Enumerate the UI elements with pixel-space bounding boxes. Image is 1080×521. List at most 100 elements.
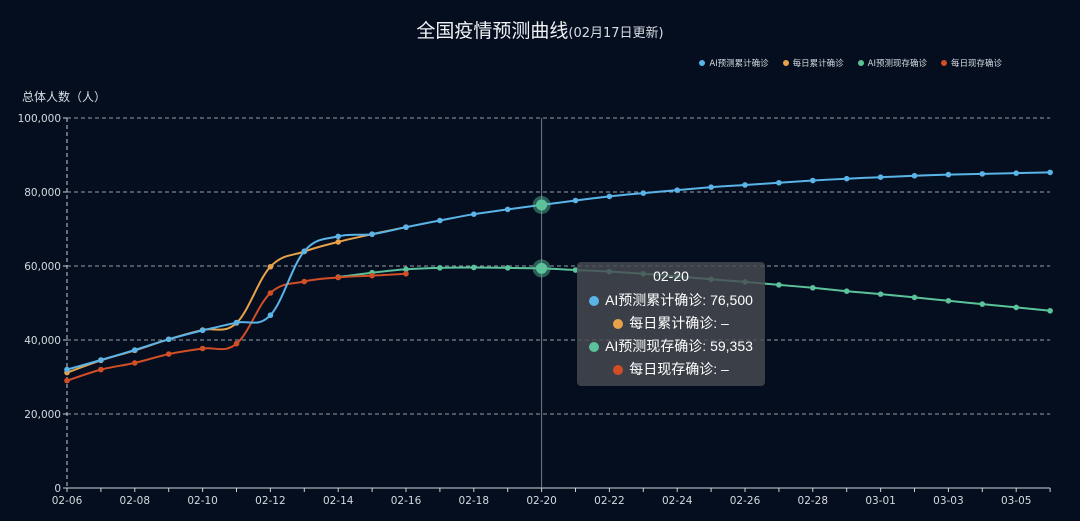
data-point-0 — [572, 197, 579, 204]
data-point-3 — [267, 290, 274, 296]
x-tick-label: 02-06 — [52, 495, 83, 507]
data-point-0 — [810, 177, 816, 184]
legend-label: AI预测累计确诊 — [709, 59, 769, 69]
data-point-0 — [301, 248, 308, 254]
legend-item-daily-cumulative[interactable]: 每日累计确诊 — [782, 57, 844, 69]
tooltip: 02-20 AI预测累计确诊: 76,500 每日累计确诊: – AI预测现存确… — [577, 262, 765, 386]
y-tick-label: 0 — [54, 483, 61, 495]
data-point-2 — [877, 291, 884, 297]
data-point-0 — [877, 174, 884, 180]
y-tick-label: 40,000 — [24, 335, 61, 347]
tooltip-row: AI预测累计确诊: 76,500 — [577, 289, 765, 312]
x-tick-label: 02-26 — [730, 495, 761, 507]
x-tick-label: 02-28 — [798, 495, 829, 507]
data-point-2 — [504, 265, 511, 271]
data-point-0 — [64, 366, 70, 373]
chart-legend: AI预测累计确诊 每日累计确诊 AI预测现存确诊 每日现存确诊 — [699, 57, 1002, 69]
y-tick-label: 80,000 — [24, 187, 61, 199]
data-point-0 — [742, 182, 748, 188]
data-point-0 — [98, 357, 104, 363]
tooltip-row: 每日现存确诊: – — [577, 358, 765, 381]
y-tick-label: 100,000 — [18, 113, 61, 125]
data-point-0 — [606, 193, 613, 200]
tooltip-row-label: AI预测现存确诊: 59,353 — [605, 338, 753, 354]
data-point-0 — [165, 336, 172, 343]
tooltip-row-label: 每日现存确诊: – — [629, 361, 729, 377]
data-point-2 — [843, 288, 850, 294]
tooltip-marker-icon — [613, 318, 624, 329]
x-tick-label: 02-18 — [459, 495, 490, 507]
x-tick-label: 02-16 — [391, 495, 422, 507]
x-tick-label: 02-10 — [187, 495, 218, 507]
tooltip-row-label: 每日累计确诊: – — [629, 315, 729, 331]
legend-item-daily-current[interactable]: 每日现存确诊 — [940, 57, 1002, 69]
data-point-3 — [165, 351, 172, 357]
data-point-2 — [776, 282, 782, 288]
x-tick-label: 02-20 — [526, 495, 557, 507]
data-point-0 — [267, 312, 274, 319]
series-line-1 — [66, 226, 407, 374]
x-tick-label: 03-05 — [1001, 495, 1032, 507]
data-point-1 — [267, 263, 274, 270]
y-axis-label: 总体人数（人） — [22, 90, 107, 104]
data-point-2 — [1047, 307, 1053, 314]
tooltip-title: 02-20 — [653, 268, 689, 284]
data-point-3 — [301, 278, 308, 285]
legend-marker-icon — [699, 60, 706, 66]
data-point-0 — [233, 319, 240, 326]
legend-item-ai-current[interactable]: AI预测现存确诊 — [857, 57, 927, 69]
data-point-2 — [572, 267, 579, 273]
highlight-point — [536, 199, 548, 211]
data-point-0 — [437, 217, 443, 224]
legend-item-ai-cumulative[interactable]: AI预测累计确诊 — [699, 57, 769, 69]
data-point-0 — [199, 327, 206, 334]
x-tick-label: 02-08 — [120, 495, 151, 507]
x-tick-label: 02-12 — [255, 495, 286, 507]
data-point-0 — [471, 211, 477, 217]
x-tick-label: 03-03 — [933, 495, 964, 507]
tooltip-row: AI预测现存确诊: 59,353 — [577, 335, 765, 358]
chart-title-block: 全国疫情预测曲线(02月17日更新) — [0, 16, 1080, 43]
data-point-3 — [132, 360, 138, 366]
data-point-2 — [437, 265, 443, 271]
data-point-2 — [945, 297, 952, 304]
data-point-2 — [1013, 304, 1019, 311]
data-point-3 — [64, 377, 70, 384]
highlight-point — [536, 262, 548, 274]
y-tick-label: 60,000 — [24, 261, 61, 273]
data-point-0 — [504, 206, 511, 213]
data-point-2 — [911, 294, 918, 301]
data-point-0 — [403, 224, 409, 230]
tooltip-row-label: AI预测累计确诊: 76,500 — [605, 292, 753, 308]
data-point-3 — [233, 340, 240, 347]
data-point-0 — [945, 171, 952, 178]
legend-label: AI预测现存确诊 — [867, 59, 927, 69]
data-point-0 — [979, 171, 986, 177]
tooltip-marker-icon — [589, 295, 600, 306]
data-point-0 — [369, 231, 375, 237]
series-line-3 — [66, 272, 407, 382]
data-point-1 — [335, 239, 342, 245]
data-point-3 — [369, 272, 375, 279]
data-point-0 — [911, 172, 918, 179]
data-point-0 — [708, 184, 714, 190]
data-point-0 — [776, 179, 782, 186]
legend-marker-icon — [782, 60, 789, 66]
data-point-0 — [335, 233, 342, 240]
data-point-0 — [1013, 170, 1019, 176]
y-tick-label: 20,000 — [24, 409, 61, 421]
chart-subtitle: (02月17日更新) — [568, 26, 664, 41]
data-point-3 — [199, 345, 206, 352]
data-point-2 — [471, 264, 477, 271]
x-tick-label: 02-22 — [594, 495, 625, 507]
legend-label: 每日累计确诊 — [792, 59, 844, 69]
data-point-0 — [640, 190, 647, 196]
x-tick-label: 02-14 — [323, 495, 354, 507]
data-point-0 — [132, 347, 138, 353]
data-point-2 — [403, 266, 409, 273]
tooltip-marker-icon — [589, 341, 600, 352]
data-point-0 — [1047, 169, 1053, 176]
legend-marker-icon — [940, 60, 947, 66]
